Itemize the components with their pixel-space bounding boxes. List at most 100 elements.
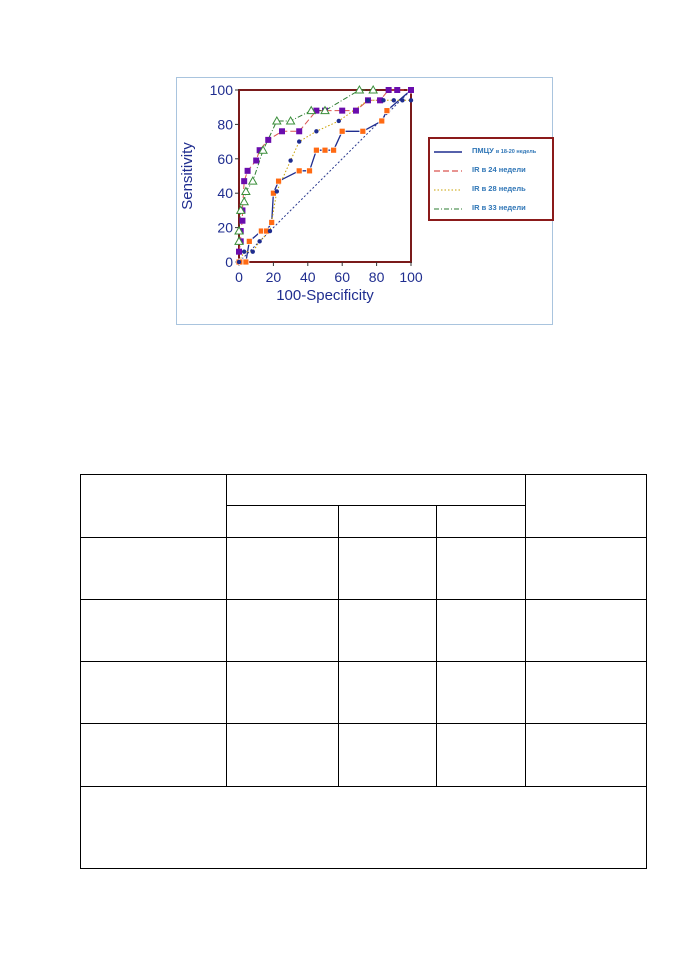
- series-3-point: [236, 259, 242, 265]
- legend-label: IR в 28 недель: [472, 184, 526, 194]
- series-3-point: [267, 228, 273, 234]
- legend-swatch-solid-line: [434, 151, 462, 153]
- y-tick-label: 100: [210, 82, 234, 98]
- legend-label-text: IR в 24 недели: [472, 165, 526, 174]
- table-cell: [338, 505, 437, 538]
- series-2-point: [313, 107, 320, 114]
- series-3-point: [241, 249, 247, 254]
- series-3-point: [381, 98, 386, 103]
- series-3-point: [274, 189, 280, 194]
- table-row: [80, 723, 648, 787]
- chart-legend: ПМЦУ в 18-20 недель IR в 24 недели IR в …: [428, 137, 554, 221]
- table-cell: [338, 537, 437, 600]
- series-4-point: [234, 236, 244, 245]
- x-tick-label: 60: [334, 269, 350, 285]
- series-3-point: [400, 98, 405, 103]
- table-cell: [525, 599, 648, 662]
- table-cell: [435, 537, 527, 600]
- x-tick-label: 40: [300, 269, 316, 285]
- series-2-point: [377, 97, 384, 104]
- legend-label-text: IR в 33 недели: [472, 203, 526, 212]
- table-cell: [525, 661, 648, 724]
- table-cell: [525, 723, 648, 787]
- series-2-point: [265, 136, 272, 143]
- series-2-point: [394, 87, 401, 93]
- legend-swatch-dash-line: [434, 170, 462, 172]
- series-4-point: [285, 115, 296, 125]
- table-row: [80, 661, 648, 724]
- x-tick-label: 0: [235, 269, 243, 285]
- table-cell: [338, 723, 437, 787]
- table-cell: [79, 786, 648, 869]
- series-3-point: [391, 98, 396, 103]
- y-tick-label: 0: [225, 254, 233, 270]
- table-cell: [226, 537, 339, 600]
- series-1-point: [330, 146, 338, 154]
- table-cell: [226, 505, 339, 538]
- table-cell: [525, 537, 648, 600]
- series-3-point: [297, 139, 302, 144]
- series-1-point: [383, 107, 391, 115]
- table-cell: [226, 599, 339, 662]
- legend-swatch-dot-line: [434, 189, 462, 191]
- y-tick-label: 60: [217, 151, 233, 167]
- series-1-point: [321, 146, 329, 154]
- y-tick-label: 40: [217, 185, 233, 201]
- series-2-point: [253, 157, 260, 164]
- x-tick-label: 80: [369, 269, 385, 285]
- series-3-point: [365, 98, 371, 103]
- table-cell: [225, 474, 527, 506]
- series-4-point: [368, 84, 379, 94]
- series-2-point: [244, 167, 251, 174]
- series-2-point: [408, 87, 414, 93]
- x-tick-label: 100: [399, 269, 423, 285]
- table-cell: [338, 661, 437, 724]
- series-1-point: [312, 146, 320, 154]
- y-tick-label: 20: [217, 220, 233, 236]
- series-4-point: [320, 105, 330, 115]
- series-2-point: [339, 107, 346, 114]
- table-row: [80, 537, 648, 600]
- series-2-point: [256, 147, 263, 154]
- legend-item-series-4: IR в 33 недели: [434, 203, 552, 217]
- series-1-point: [268, 219, 276, 226]
- series-3-point: [257, 239, 262, 244]
- series-3-point: [314, 129, 319, 134]
- legend-swatch-dashdot-line: [434, 208, 462, 210]
- legend-label: IR в 24 недели: [472, 165, 526, 175]
- series-2-point: [236, 248, 242, 255]
- series-2-point: [385, 87, 392, 93]
- roc-chart: 0 20 40 60 80 100 0 20 40 60 80 100 100-Specificity S…: [179, 82, 423, 304]
- table-cell: [80, 723, 227, 787]
- series-4-point: [247, 176, 258, 185]
- series-1-point: [359, 127, 367, 135]
- y-tick-label: 80: [217, 116, 233, 132]
- table-row: [80, 599, 648, 662]
- series-2-point: [239, 217, 246, 224]
- series-2-point: [296, 128, 303, 135]
- series-4-point: [234, 226, 244, 235]
- legend-label: IR в 33 недели: [472, 203, 526, 213]
- table-cell: [435, 599, 527, 662]
- table-cell: [226, 723, 339, 787]
- series-3-point: [336, 118, 341, 124]
- series-4-point: [239, 196, 250, 206]
- x-tick-label: 20: [266, 269, 282, 285]
- table-cell: [435, 723, 527, 787]
- legend-label-text: IR в 28 недель: [472, 184, 526, 193]
- series-4-point: [235, 205, 246, 214]
- legend-label-text: ПМЦУ в 18-20 недель: [472, 146, 537, 155]
- series-2-point: [241, 178, 248, 185]
- table-footer-row: [79, 786, 648, 869]
- table-cell: [525, 474, 648, 538]
- table-cell: [435, 505, 527, 538]
- x-axis-label: 100-Specificity: [276, 287, 374, 304]
- series-3-point: [288, 158, 293, 163]
- series-2-point: [352, 107, 359, 114]
- series-1-point: [338, 127, 346, 135]
- table-cell: [80, 474, 227, 538]
- chart-figure-frame: 0 20 40 60 80 100 0 20 40 60 80 100 100-Specificity S…: [176, 77, 553, 325]
- legend-item-series-1: ПМЦУ в 18-20 недель: [434, 146, 552, 160]
- table-header-row: [81, 505, 647, 538]
- series-1-point: [378, 117, 386, 125]
